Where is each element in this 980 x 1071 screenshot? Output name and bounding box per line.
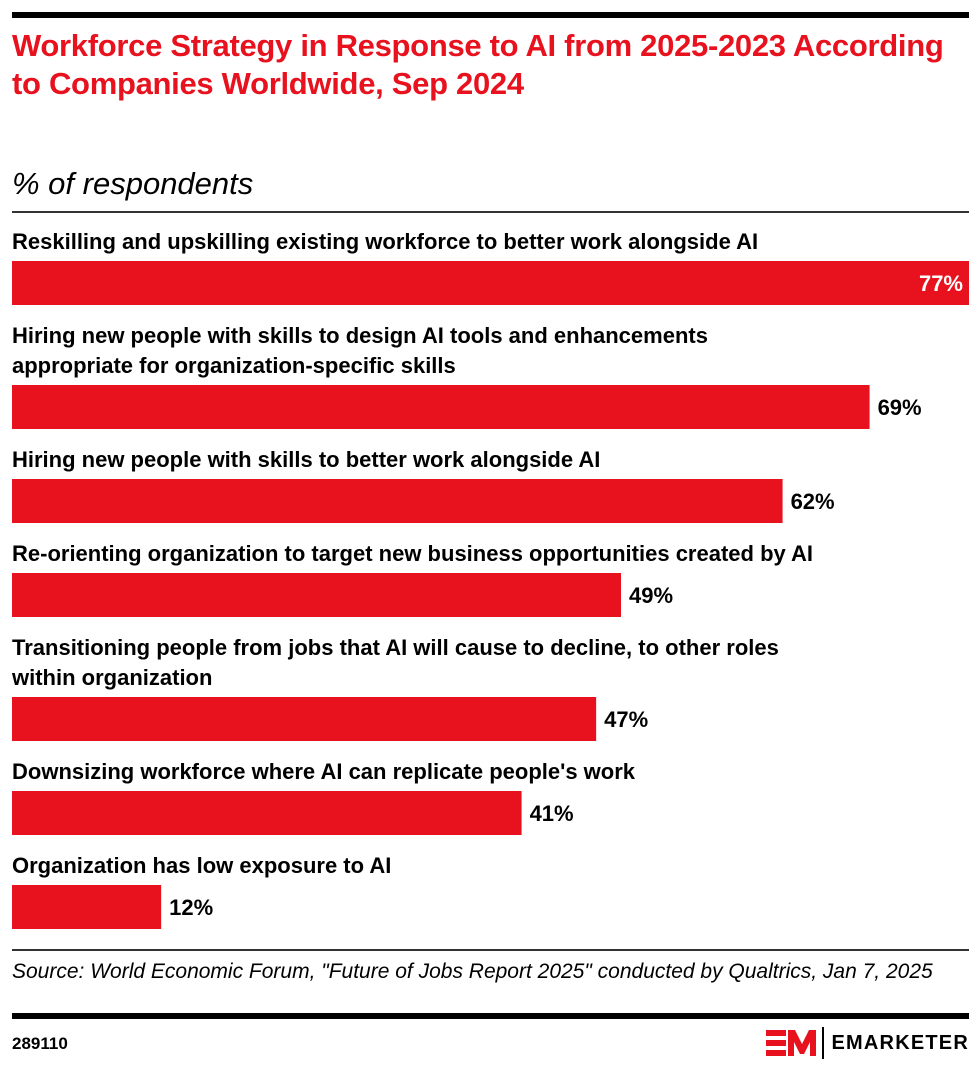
value-label: 12% bbox=[169, 895, 213, 920]
em-logo-icon bbox=[765, 1030, 816, 1056]
bottom-rule bbox=[12, 1013, 969, 1019]
bar bbox=[12, 573, 621, 617]
chart-subtitle: % of respondents bbox=[12, 166, 254, 201]
bar bbox=[12, 885, 162, 929]
category-label: appropriate for organization-specific sk… bbox=[12, 353, 456, 378]
source-note: Source: World Economic Forum, "Future of… bbox=[12, 960, 933, 983]
value-label: 49% bbox=[629, 583, 673, 608]
bar-group: Hiring new people with skills to better … bbox=[12, 447, 835, 523]
bar bbox=[12, 791, 522, 835]
category-label: Organization has low exposure to AI bbox=[12, 853, 391, 878]
category-label: Downsizing workforce where AI can replic… bbox=[12, 759, 636, 784]
chart-id: 289110 bbox=[12, 1034, 68, 1053]
bar-group: Transitioning people from jobs that AI w… bbox=[11, 635, 779, 741]
category-label: Re-orienting organization to target new … bbox=[12, 541, 813, 566]
value-label: 69% bbox=[878, 395, 922, 420]
bar bbox=[12, 261, 969, 305]
category-label: Reskilling and upskilling existing workf… bbox=[12, 229, 758, 254]
bar bbox=[12, 385, 870, 429]
bar-chart: Reskilling and upskilling existing workf… bbox=[11, 229, 969, 929]
source-divider bbox=[12, 949, 969, 951]
category-label: within organization bbox=[11, 665, 212, 690]
logo-divider bbox=[821, 1027, 824, 1059]
value-label: 77% bbox=[919, 271, 963, 296]
bar-group: Reskilling and upskilling existing workf… bbox=[12, 229, 969, 305]
bar-group: Hiring new people with skills to design … bbox=[12, 323, 922, 429]
category-label: Hiring new people with skills to better … bbox=[12, 447, 600, 472]
value-label: 41% bbox=[530, 801, 574, 826]
emarketer-logo: EMARKETER bbox=[765, 1025, 969, 1061]
value-label: 47% bbox=[604, 707, 648, 732]
category-label: Hiring new people with skills to design … bbox=[12, 323, 708, 348]
header-divider bbox=[12, 211, 969, 213]
bar-group: Downsizing workforce where AI can replic… bbox=[12, 759, 636, 835]
value-label: 62% bbox=[791, 489, 835, 514]
brand-name: EMARKETER bbox=[831, 1031, 969, 1054]
category-label: Transitioning people from jobs that AI w… bbox=[12, 635, 779, 660]
bar-group: Re-orienting organization to target new … bbox=[12, 541, 813, 617]
top-rule bbox=[12, 12, 969, 18]
bar bbox=[12, 697, 597, 741]
bar bbox=[12, 479, 783, 523]
bar-group: Organization has low exposure to AI 12% bbox=[12, 853, 391, 929]
chart-title: Workforce Strategy in Response to AI fro… bbox=[12, 28, 944, 101]
